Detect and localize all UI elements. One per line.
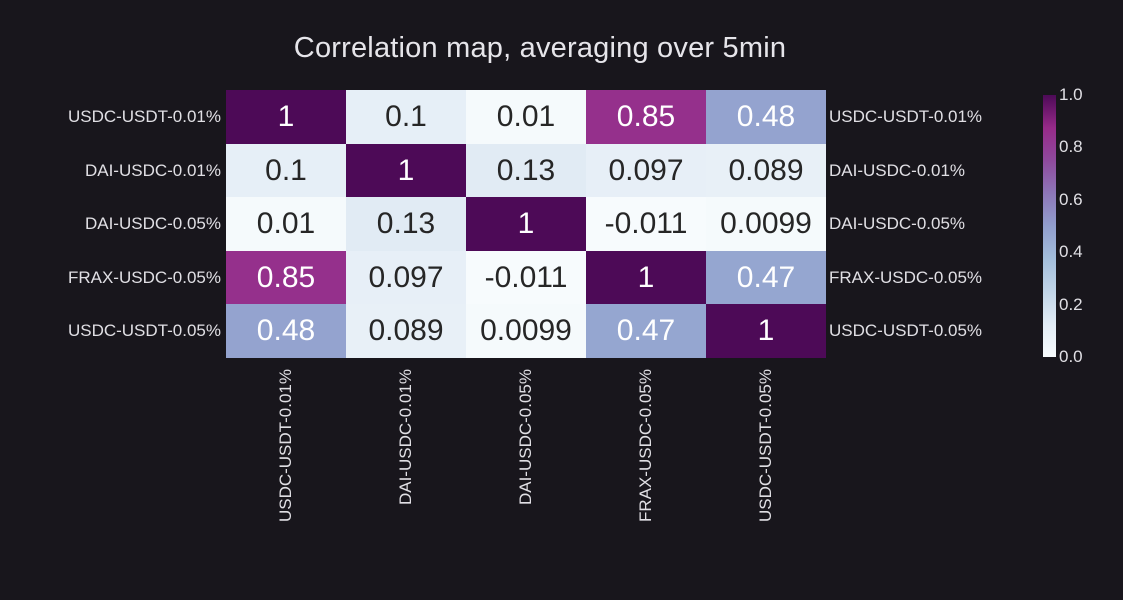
x-axis-label: DAI-USDC-0.05% xyxy=(516,369,535,506)
y-axis-label-right: DAI-USDC-0.01% xyxy=(829,160,966,180)
y-axis-label-right: USDC-USDT-0.05% xyxy=(829,321,983,341)
colorbar-tick-label: 0.2 xyxy=(1059,294,1083,314)
heatmap-cell: 0.097 xyxy=(346,251,466,304)
heatmap-cell: 0.097 xyxy=(586,144,706,197)
heatmap-cell: 0.0099 xyxy=(466,304,586,358)
heatmap-cell: 0.01 xyxy=(226,197,346,251)
heatmap-cell: 0.1 xyxy=(226,144,346,197)
y-axis-label-left: DAI-USDC-0.01% xyxy=(84,160,221,180)
heatmap-cell: 0.0099 xyxy=(706,197,826,251)
heatmap-cell: 0.089 xyxy=(346,304,466,358)
x-axis-label: USDC-USDT-0.05% xyxy=(756,369,775,523)
colorbar-tick-label: 0.8 xyxy=(1059,137,1083,157)
heatmap-cell: 0.48 xyxy=(706,90,826,144)
heatmap-cell: 1 xyxy=(346,144,466,197)
heatmap-cell: 0.47 xyxy=(706,251,826,304)
y-axis-label-left: USDC-USDT-0.05% xyxy=(67,321,221,341)
y-axis-label-left: USDC-USDT-0.01% xyxy=(67,107,221,127)
chart-title: Correlation map, averaging over 5min xyxy=(293,32,787,64)
heatmap-cell: 0.01 xyxy=(466,90,586,144)
heatmap-cell: 0.089 xyxy=(706,144,826,197)
y-axis-label-right: DAI-USDC-0.05% xyxy=(829,214,966,234)
heatmap-cell: 0.85 xyxy=(226,251,346,304)
y-axis-label-left: DAI-USDC-0.05% xyxy=(84,214,221,234)
y-axis-label-right: USDC-USDT-0.01% xyxy=(829,107,983,127)
heatmap-cell: 0.48 xyxy=(226,304,346,358)
heatmap-cell: 1 xyxy=(706,304,826,358)
x-axis-label: DAI-USDC-0.01% xyxy=(396,369,415,506)
heatmap-cell: -0.011 xyxy=(586,197,706,251)
heatmap-cell: 0.47 xyxy=(586,304,706,358)
heatmap-cell: 0.1 xyxy=(346,90,466,144)
colorbar-tick-label: 1.0 xyxy=(1059,85,1083,104)
colorbar-gradient xyxy=(1043,95,1056,357)
heatmap-cell: 1 xyxy=(466,197,586,251)
heatmap-grid: 1 0.1 0.01 0.85 0.48 0.1 1 0.13 0.097 0.089 0.01 0.… xyxy=(226,90,826,358)
colorbar-tick-label: 0.0 xyxy=(1059,347,1083,366)
heatmap-cell: 1 xyxy=(226,90,346,144)
heatmap-cell: 0.85 xyxy=(586,90,706,144)
y-axis-label-left: FRAX-USDC-0.05% xyxy=(67,267,221,287)
heatmap-cell: 0.13 xyxy=(466,144,586,197)
x-axis-label: FRAX-USDC-0.05% xyxy=(636,369,655,523)
colorbar-tick-label: 0.6 xyxy=(1059,189,1083,209)
colorbar-tick-label: 0.4 xyxy=(1059,242,1083,262)
heatmap-cell: 0.13 xyxy=(346,197,466,251)
heatmap-cell: 1 xyxy=(586,251,706,304)
y-axis-label-right: FRAX-USDC-0.05% xyxy=(829,267,983,287)
x-axis-label: USDC-USDT-0.01% xyxy=(276,369,295,523)
heatmap-cell: -0.011 xyxy=(466,251,586,304)
